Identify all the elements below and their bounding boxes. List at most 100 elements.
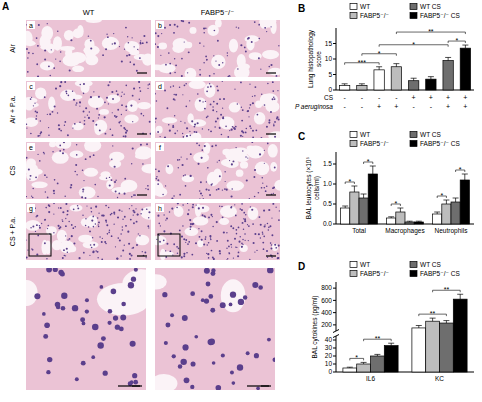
nucleus <box>237 103 238 104</box>
alveolus <box>162 117 177 123</box>
nucleus <box>133 64 135 66</box>
nucleus <box>189 131 190 132</box>
alveolus <box>219 116 234 129</box>
nucleus <box>109 185 111 187</box>
nucleus <box>262 183 263 184</box>
nucleus <box>174 132 176 134</box>
nucleus <box>211 271 216 276</box>
nucleus <box>73 208 75 210</box>
nucleus <box>274 244 276 246</box>
condition-mark: + <box>446 103 450 110</box>
nucleus <box>245 51 247 53</box>
nucleus <box>132 247 134 249</box>
tick <box>333 364 336 365</box>
category-label: IL6 <box>366 375 375 382</box>
nucleus <box>246 351 250 355</box>
nucleus <box>111 91 113 93</box>
panel-label: D <box>298 261 305 272</box>
nucleus <box>72 227 74 229</box>
nucleus <box>262 242 264 244</box>
nucleus <box>44 49 46 51</box>
alveolus <box>268 144 278 158</box>
nucleus <box>133 380 138 385</box>
bar <box>443 61 453 90</box>
tick <box>333 340 336 341</box>
nucleus <box>62 211 64 213</box>
alveolus <box>207 172 219 186</box>
nucleus <box>235 147 236 148</box>
nucleus <box>36 215 38 217</box>
nucleus <box>65 203 67 205</box>
alveolus <box>26 220 41 231</box>
nucleus <box>272 90 274 92</box>
nucleus <box>123 193 125 195</box>
alveolus <box>268 68 280 76</box>
nucleus <box>89 255 90 256</box>
nucleus <box>268 66 270 68</box>
alveolus <box>193 216 209 225</box>
nucleus <box>35 231 36 232</box>
nucleus <box>66 248 68 250</box>
nucleus <box>231 195 233 197</box>
alveolus <box>48 97 55 111</box>
condition-mark: + <box>394 103 398 110</box>
nucleus <box>215 60 216 61</box>
nucleus <box>236 233 238 235</box>
nucleus <box>106 34 107 35</box>
nucleus <box>36 115 37 116</box>
alveolus <box>254 112 265 125</box>
nucleus <box>191 361 196 366</box>
nucleus <box>95 206 97 208</box>
nucleus <box>48 65 50 67</box>
micrograph <box>26 20 151 77</box>
nucleus <box>92 120 94 122</box>
nucleus <box>272 187 274 189</box>
nucleus <box>156 176 157 177</box>
legend-label: FABP5⁻/⁻ CS <box>420 12 460 19</box>
nucleus <box>268 229 270 231</box>
nucleus <box>121 114 122 115</box>
nucleus <box>267 256 268 257</box>
bar <box>374 70 384 90</box>
nucleus <box>209 194 211 196</box>
condition-mark: + <box>377 103 381 110</box>
alveolus <box>26 41 36 47</box>
nucleus <box>202 128 203 129</box>
condition-mark: - <box>378 94 381 101</box>
nucleus <box>195 242 197 244</box>
nucleus <box>47 228 48 229</box>
nucleus <box>264 104 266 106</box>
nucleus <box>73 242 75 244</box>
nucleus <box>45 191 46 192</box>
alveolus <box>141 164 151 174</box>
nucleus <box>203 32 205 34</box>
nucleus <box>131 205 132 206</box>
alveolus <box>274 180 280 191</box>
nucleus <box>162 292 167 297</box>
nucleus <box>134 268 138 272</box>
nucleus <box>81 196 83 198</box>
alveolus <box>262 50 279 59</box>
scale-bar <box>137 133 147 134</box>
nucleus <box>202 101 203 102</box>
nucleus <box>232 160 234 162</box>
nucleus <box>223 231 225 233</box>
nucleus <box>229 76 230 77</box>
nucleus <box>74 123 76 125</box>
nucleus <box>164 90 166 92</box>
nucleus <box>197 163 199 165</box>
nucleus <box>213 101 215 103</box>
nucleus <box>82 322 86 326</box>
nucleus <box>243 295 247 299</box>
nucleus <box>124 48 125 49</box>
nucleus <box>101 215 103 217</box>
zoom-box <box>29 234 51 256</box>
nucleus <box>121 96 122 97</box>
nucleus <box>258 38 260 40</box>
condition-mark: - <box>430 103 433 110</box>
nucleus <box>194 126 196 128</box>
nucleus <box>234 238 236 240</box>
bar <box>405 222 414 224</box>
nucleus <box>93 226 95 228</box>
nucleus <box>252 282 258 288</box>
